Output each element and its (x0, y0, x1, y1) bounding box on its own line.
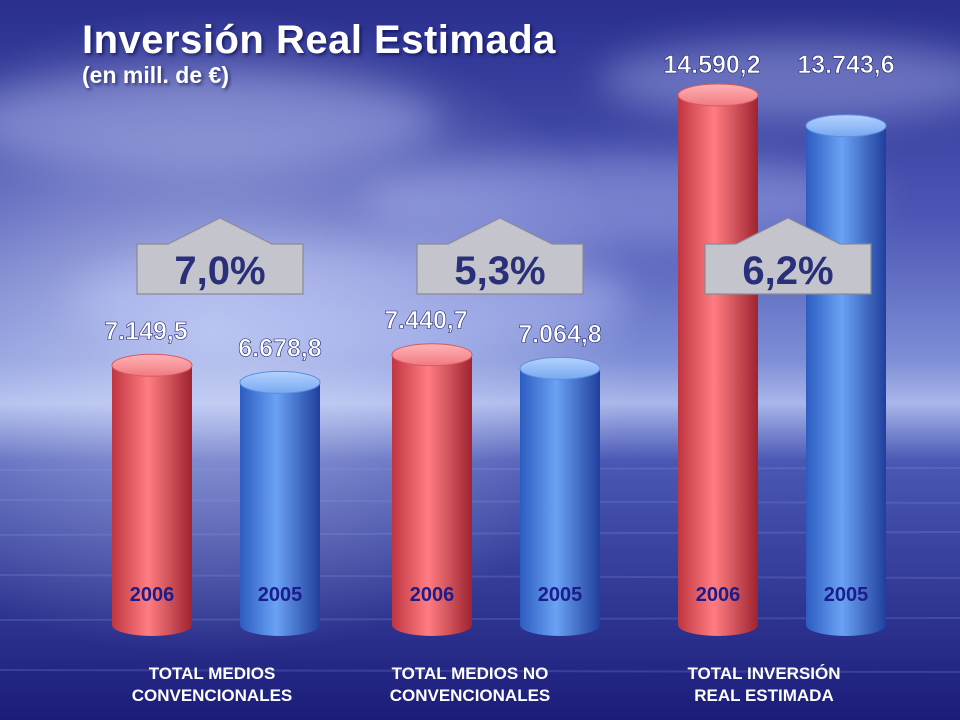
growth-label-2: 5,3% (454, 249, 545, 293)
category-label-2-line2: CONVENCIONALES (390, 686, 551, 705)
growth-label-1: 7,0% (174, 249, 265, 293)
bar-top (677, 83, 759, 107)
value-label-2005-3: 13.743,6 (797, 51, 894, 79)
category-label-3-line2: REAL ESTIMADA (694, 686, 833, 705)
year-label-2005-3: 2005 (824, 584, 869, 606)
value-label-2005-2: 7.064,8 (518, 320, 602, 348)
value-label-2006-3: 14.590,2 (663, 51, 760, 79)
bar-2006-2 (391, 343, 473, 636)
growth-label-3: 6,2% (742, 249, 833, 293)
bar-body (240, 382, 320, 636)
bar-body (520, 368, 600, 636)
bar-2006-3 (677, 83, 759, 636)
bar-2005-2 (519, 356, 601, 636)
bar-body (392, 354, 472, 636)
bar-body (112, 365, 192, 636)
year-label-2005-2: 2005 (538, 584, 583, 606)
bar-2006-1 (111, 353, 193, 636)
year-label-2005-1: 2005 (258, 584, 303, 606)
category-label-2-line1: TOTAL MEDIOS NO (392, 664, 549, 683)
category-label-1-line1: TOTAL MEDIOS (149, 664, 276, 683)
year-label-2006-2: 2006 (410, 584, 455, 606)
chart-title: Inversión Real Estimada (82, 18, 556, 62)
bar-body (806, 125, 886, 636)
bar-top (805, 114, 887, 138)
bar-top (519, 356, 601, 380)
value-label-2005-1: 6.678,8 (238, 334, 322, 362)
year-label-2006-3: 2006 (696, 584, 741, 606)
growth-box-shape (704, 217, 872, 295)
value-label-2006-2: 7.440,7 (384, 307, 467, 335)
year-label-2006-1: 2006 (130, 584, 175, 606)
bar-top (111, 353, 193, 377)
growth-box-3 (704, 217, 872, 295)
bar-top (391, 343, 473, 367)
growth-box-1 (136, 217, 304, 295)
bar-2005-1 (239, 370, 321, 636)
category-label-1-line2: CONVENCIONALES (132, 686, 293, 705)
bar-body (678, 95, 758, 636)
chart-subtitle: (en mill. de €) (82, 62, 229, 88)
value-label-2006-1: 7.149,5 (104, 317, 188, 345)
growth-box-shape (136, 217, 304, 295)
category-label-3-line1: TOTAL INVERSIÓN (687, 664, 840, 683)
bar-2005-3 (805, 114, 887, 636)
growth-box-2 (416, 217, 584, 295)
bar-top (239, 370, 321, 394)
growth-box-shape (416, 217, 584, 295)
